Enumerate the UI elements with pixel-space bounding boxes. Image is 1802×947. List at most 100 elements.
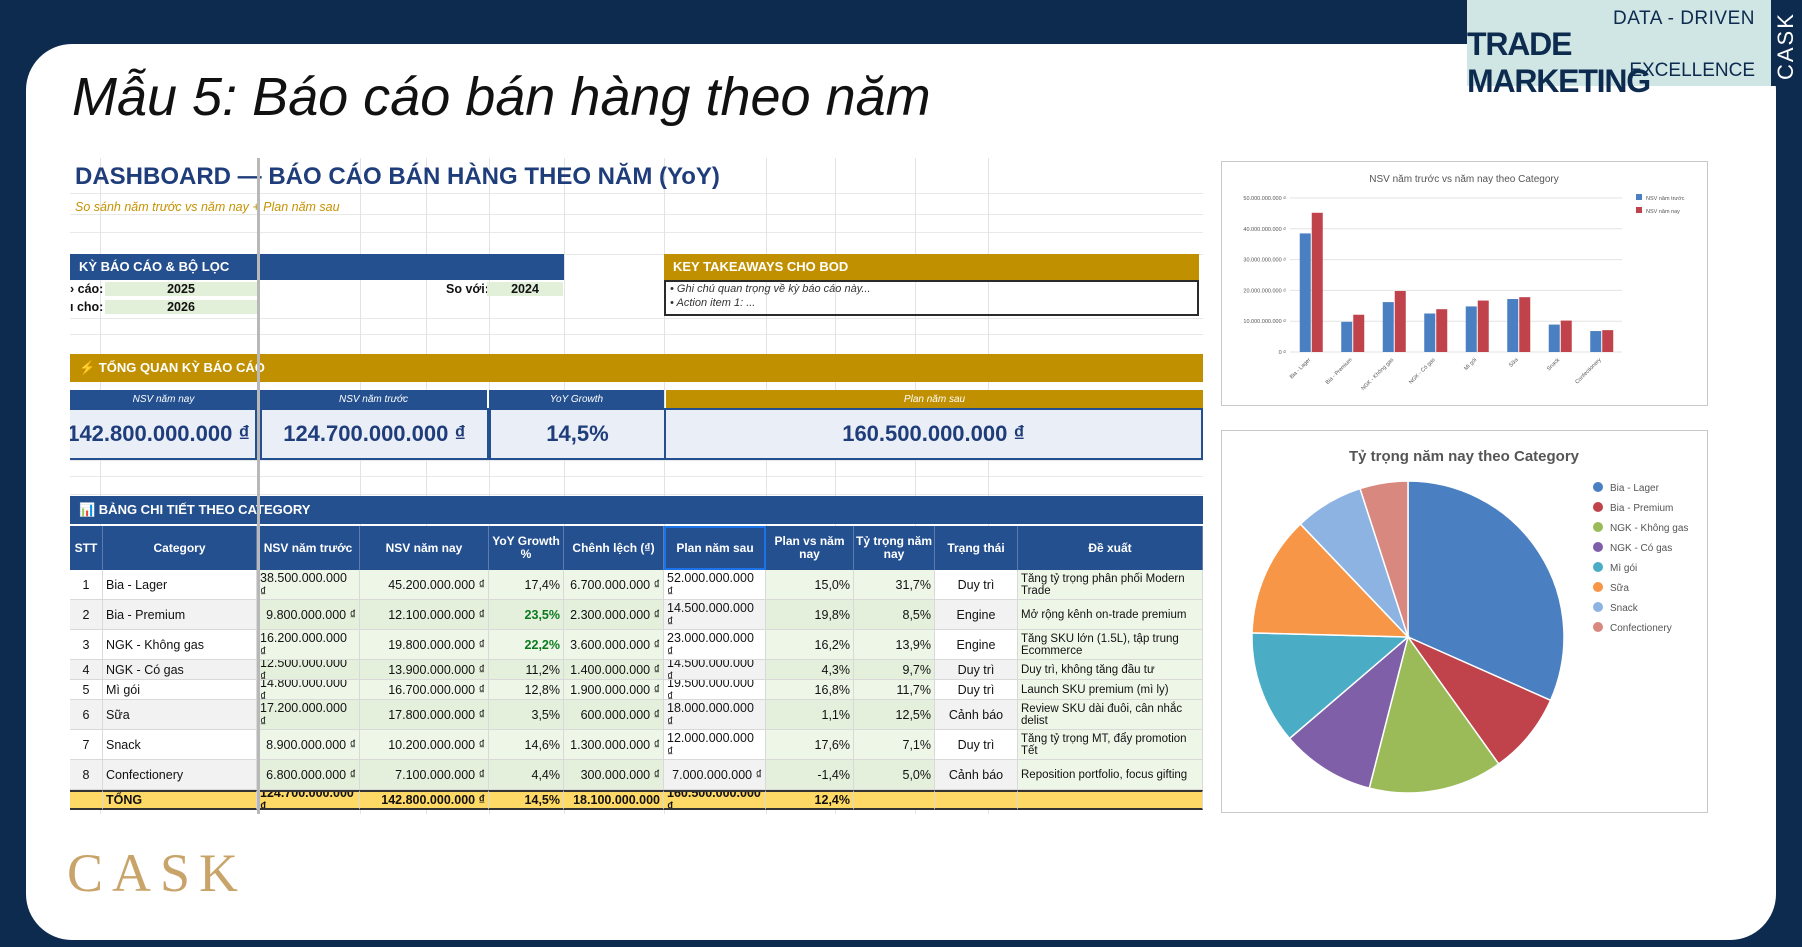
takeaways-box[interactable]: • Ghi chú quan trọng về kỳ báo cáo này..…	[664, 280, 1199, 316]
table-cell-category[interactable]: NGK - Không gas	[103, 630, 257, 660]
table-cell-nsv-previous[interactable]: 17.200.000.000 ₫	[257, 700, 360, 730]
table-cell-yoy-growth[interactable]: 11,2%	[489, 660, 564, 680]
table-cell-plan-vs-current[interactable]: 15,0%	[766, 570, 854, 600]
table-cell-stt[interactable]: 7	[70, 730, 103, 760]
column-header-yoy-growth[interactable]: YoY Growth %	[489, 526, 564, 570]
table-cell-status[interactable]: Duy trì	[935, 570, 1018, 600]
table-cell-difference[interactable]: 300.000.000 ₫	[564, 760, 664, 790]
table-cell-stt[interactable]: 5	[70, 680, 103, 700]
column-header-share-current[interactable]: Tỷ trọng năm nay	[854, 526, 935, 570]
column-header-plan-vs-current[interactable]: Plan vs năm nay	[766, 526, 854, 570]
table-cell-recommendation[interactable]: Duy trì, không tăng đầu tư	[1018, 660, 1203, 680]
table-cell-category[interactable]: Bia - Lager	[103, 570, 257, 600]
table-cell-nsv-previous[interactable]: 14.800.000.000 ₫	[257, 680, 360, 700]
table-cell-status[interactable]: Duy trì	[935, 680, 1018, 700]
table-cell-difference[interactable]: 3.600.000.000 ₫	[564, 630, 664, 660]
table-cell-nsv-current[interactable]: 10.200.000.000 ₫	[360, 730, 489, 760]
table-cell-plan-next-year[interactable]: 18.000.000.000 ₫	[664, 700, 766, 730]
table-cell-stt[interactable]: 8	[70, 760, 103, 790]
total-cell-nsv-previous[interactable]: 124.700.000.000 ₫	[257, 790, 360, 810]
table-cell-stt[interactable]: 3	[70, 630, 103, 660]
total-cell-yoy-growth[interactable]: 14,5%	[489, 790, 564, 810]
table-cell-status[interactable]: Cảnh báo	[935, 760, 1018, 790]
total-cell-category[interactable]: TỔNG	[103, 790, 257, 810]
table-cell-plan-next-year[interactable]: 23.000.000.000 ₫	[664, 630, 766, 660]
table-cell-stt[interactable]: 2	[70, 600, 103, 630]
column-header-stt[interactable]: STT	[70, 526, 103, 570]
table-cell-plan-next-year[interactable]: 14.500.000.000 ₫	[664, 600, 766, 630]
total-cell-status[interactable]	[935, 790, 1018, 810]
table-cell-nsv-previous[interactable]: 12.500.000.000 ₫	[257, 660, 360, 680]
table-cell-category[interactable]: Snack	[103, 730, 257, 760]
table-cell-nsv-current[interactable]: 12.100.000.000 ₫	[360, 600, 489, 630]
table-cell-category[interactable]: Sữa	[103, 700, 257, 730]
table-cell-yoy-growth[interactable]: 14,6%	[489, 730, 564, 760]
column-header-nsv-previous[interactable]: NSV năm trước	[257, 526, 360, 570]
table-cell-stt[interactable]: 6	[70, 700, 103, 730]
freeze-pane-divider[interactable]	[257, 158, 260, 814]
table-cell-difference[interactable]: 1.900.000.000 ₫	[564, 680, 664, 700]
table-cell-plan-next-year[interactable]: 14.500.000.000 ₫	[664, 660, 766, 680]
table-cell-yoy-growth[interactable]: 3,5%	[489, 700, 564, 730]
table-cell-nsv-current[interactable]: 19.800.000.000 ₫	[360, 630, 489, 660]
table-cell-nsv-current[interactable]: 16.700.000.000 ₫	[360, 680, 489, 700]
table-cell-difference[interactable]: 1.300.000.000 ₫	[564, 730, 664, 760]
table-cell-plan-next-year[interactable]: 19.500.000.000 ₫	[664, 680, 766, 700]
table-cell-recommendation[interactable]: Launch SKU premium (mì ly)	[1018, 680, 1203, 700]
table-cell-difference[interactable]: 600.000.000 ₫	[564, 700, 664, 730]
table-cell-category[interactable]: Bia - Premium	[103, 600, 257, 630]
table-cell-yoy-growth[interactable]: 12,8%	[489, 680, 564, 700]
table-cell-status[interactable]: Engine	[935, 630, 1018, 660]
table-cell-share-current[interactable]: 31,7%	[854, 570, 935, 600]
table-cell-stt[interactable]: 1	[70, 570, 103, 600]
total-cell-recommendation[interactable]	[1018, 790, 1203, 810]
table-cell-category[interactable]: NGK - Có gas	[103, 660, 257, 680]
table-cell-nsv-current[interactable]: 45.200.000.000 ₫	[360, 570, 489, 600]
column-header-difference[interactable]: Chênh lệch (₫)	[564, 526, 664, 570]
total-cell-plan-vs-current[interactable]: 12,4%	[766, 790, 854, 810]
table-cell-plan-vs-current[interactable]: 17,6%	[766, 730, 854, 760]
table-cell-share-current[interactable]: 7,1%	[854, 730, 935, 760]
column-header-recommendation[interactable]: Đề xuất	[1018, 526, 1203, 570]
table-cell-plan-vs-current[interactable]: -1,4%	[766, 760, 854, 790]
total-cell-nsv-current[interactable]: 142.800.000.000 ₫	[360, 790, 489, 810]
table-cell-status[interactable]: Duy trì	[935, 660, 1018, 680]
table-cell-recommendation[interactable]: Reposition portfolio, focus gifting	[1018, 760, 1203, 790]
table-cell-nsv-current[interactable]: 7.100.000.000 ₫	[360, 760, 489, 790]
table-cell-plan-vs-current[interactable]: 16,8%	[766, 680, 854, 700]
table-cell-nsv-current[interactable]: 17.800.000.000 ₫	[360, 700, 489, 730]
table-cell-category[interactable]: Mì gói	[103, 680, 257, 700]
column-header-status[interactable]: Trạng thái	[935, 526, 1018, 570]
total-cell-plan-next-year[interactable]: 160.500.000.000 ₫	[664, 790, 766, 810]
table-cell-plan-next-year[interactable]: 52.000.000.000 ₫	[664, 570, 766, 600]
table-cell-nsv-previous[interactable]: 6.800.000.000 ₫	[257, 760, 360, 790]
total-cell-difference[interactable]: 18.100.000.000	[564, 790, 664, 810]
table-cell-plan-vs-current[interactable]: 4,3%	[766, 660, 854, 680]
table-cell-yoy-growth[interactable]: 22,2%	[489, 630, 564, 660]
table-cell-recommendation[interactable]: Tăng tỷ trọng MT, đẩy promotion Tết	[1018, 730, 1203, 760]
table-cell-recommendation[interactable]: Review SKU dài đuôi, cân nhắc delist	[1018, 700, 1203, 730]
table-cell-status[interactable]: Engine	[935, 600, 1018, 630]
table-cell-nsv-previous[interactable]: 8.900.000.000 ₫	[257, 730, 360, 760]
column-header-plan-next-year[interactable]: Plan năm sau	[664, 526, 766, 570]
table-cell-share-current[interactable]: 12,5%	[854, 700, 935, 730]
table-cell-nsv-previous[interactable]: 38.500.000.000 ₫	[257, 570, 360, 600]
column-header-category[interactable]: Category	[103, 526, 257, 570]
table-cell-nsv-previous[interactable]: 9.800.000.000 ₫	[257, 600, 360, 630]
table-cell-share-current[interactable]: 11,7%	[854, 680, 935, 700]
table-cell-recommendation[interactable]: Tăng tỷ trọng phân phối Modern Trade	[1018, 570, 1203, 600]
table-cell-plan-next-year[interactable]: 7.000.000.000 ₫	[664, 760, 766, 790]
table-cell-nsv-current[interactable]: 13.900.000.000 ₫	[360, 660, 489, 680]
table-cell-stt[interactable]: 4	[70, 660, 103, 680]
table-cell-status[interactable]: Cảnh báo	[935, 700, 1018, 730]
table-cell-recommendation[interactable]: Tăng SKU lớn (1.5L), tập trung Ecommerce	[1018, 630, 1203, 660]
table-cell-yoy-growth[interactable]: 4,4%	[489, 760, 564, 790]
table-cell-share-current[interactable]: 8,5%	[854, 600, 935, 630]
total-cell-share-current[interactable]	[854, 790, 935, 810]
table-cell-recommendation[interactable]: Mở rộng kênh on-trade premium	[1018, 600, 1203, 630]
table-cell-difference[interactable]: 2.300.000.000 ₫	[564, 600, 664, 630]
table-cell-nsv-previous[interactable]: 16.200.000.000 ₫	[257, 630, 360, 660]
table-cell-share-current[interactable]: 9,7%	[854, 660, 935, 680]
column-header-nsv-current[interactable]: NSV năm nay	[360, 526, 489, 570]
table-cell-difference[interactable]: 6.700.000.000 ₫	[564, 570, 664, 600]
